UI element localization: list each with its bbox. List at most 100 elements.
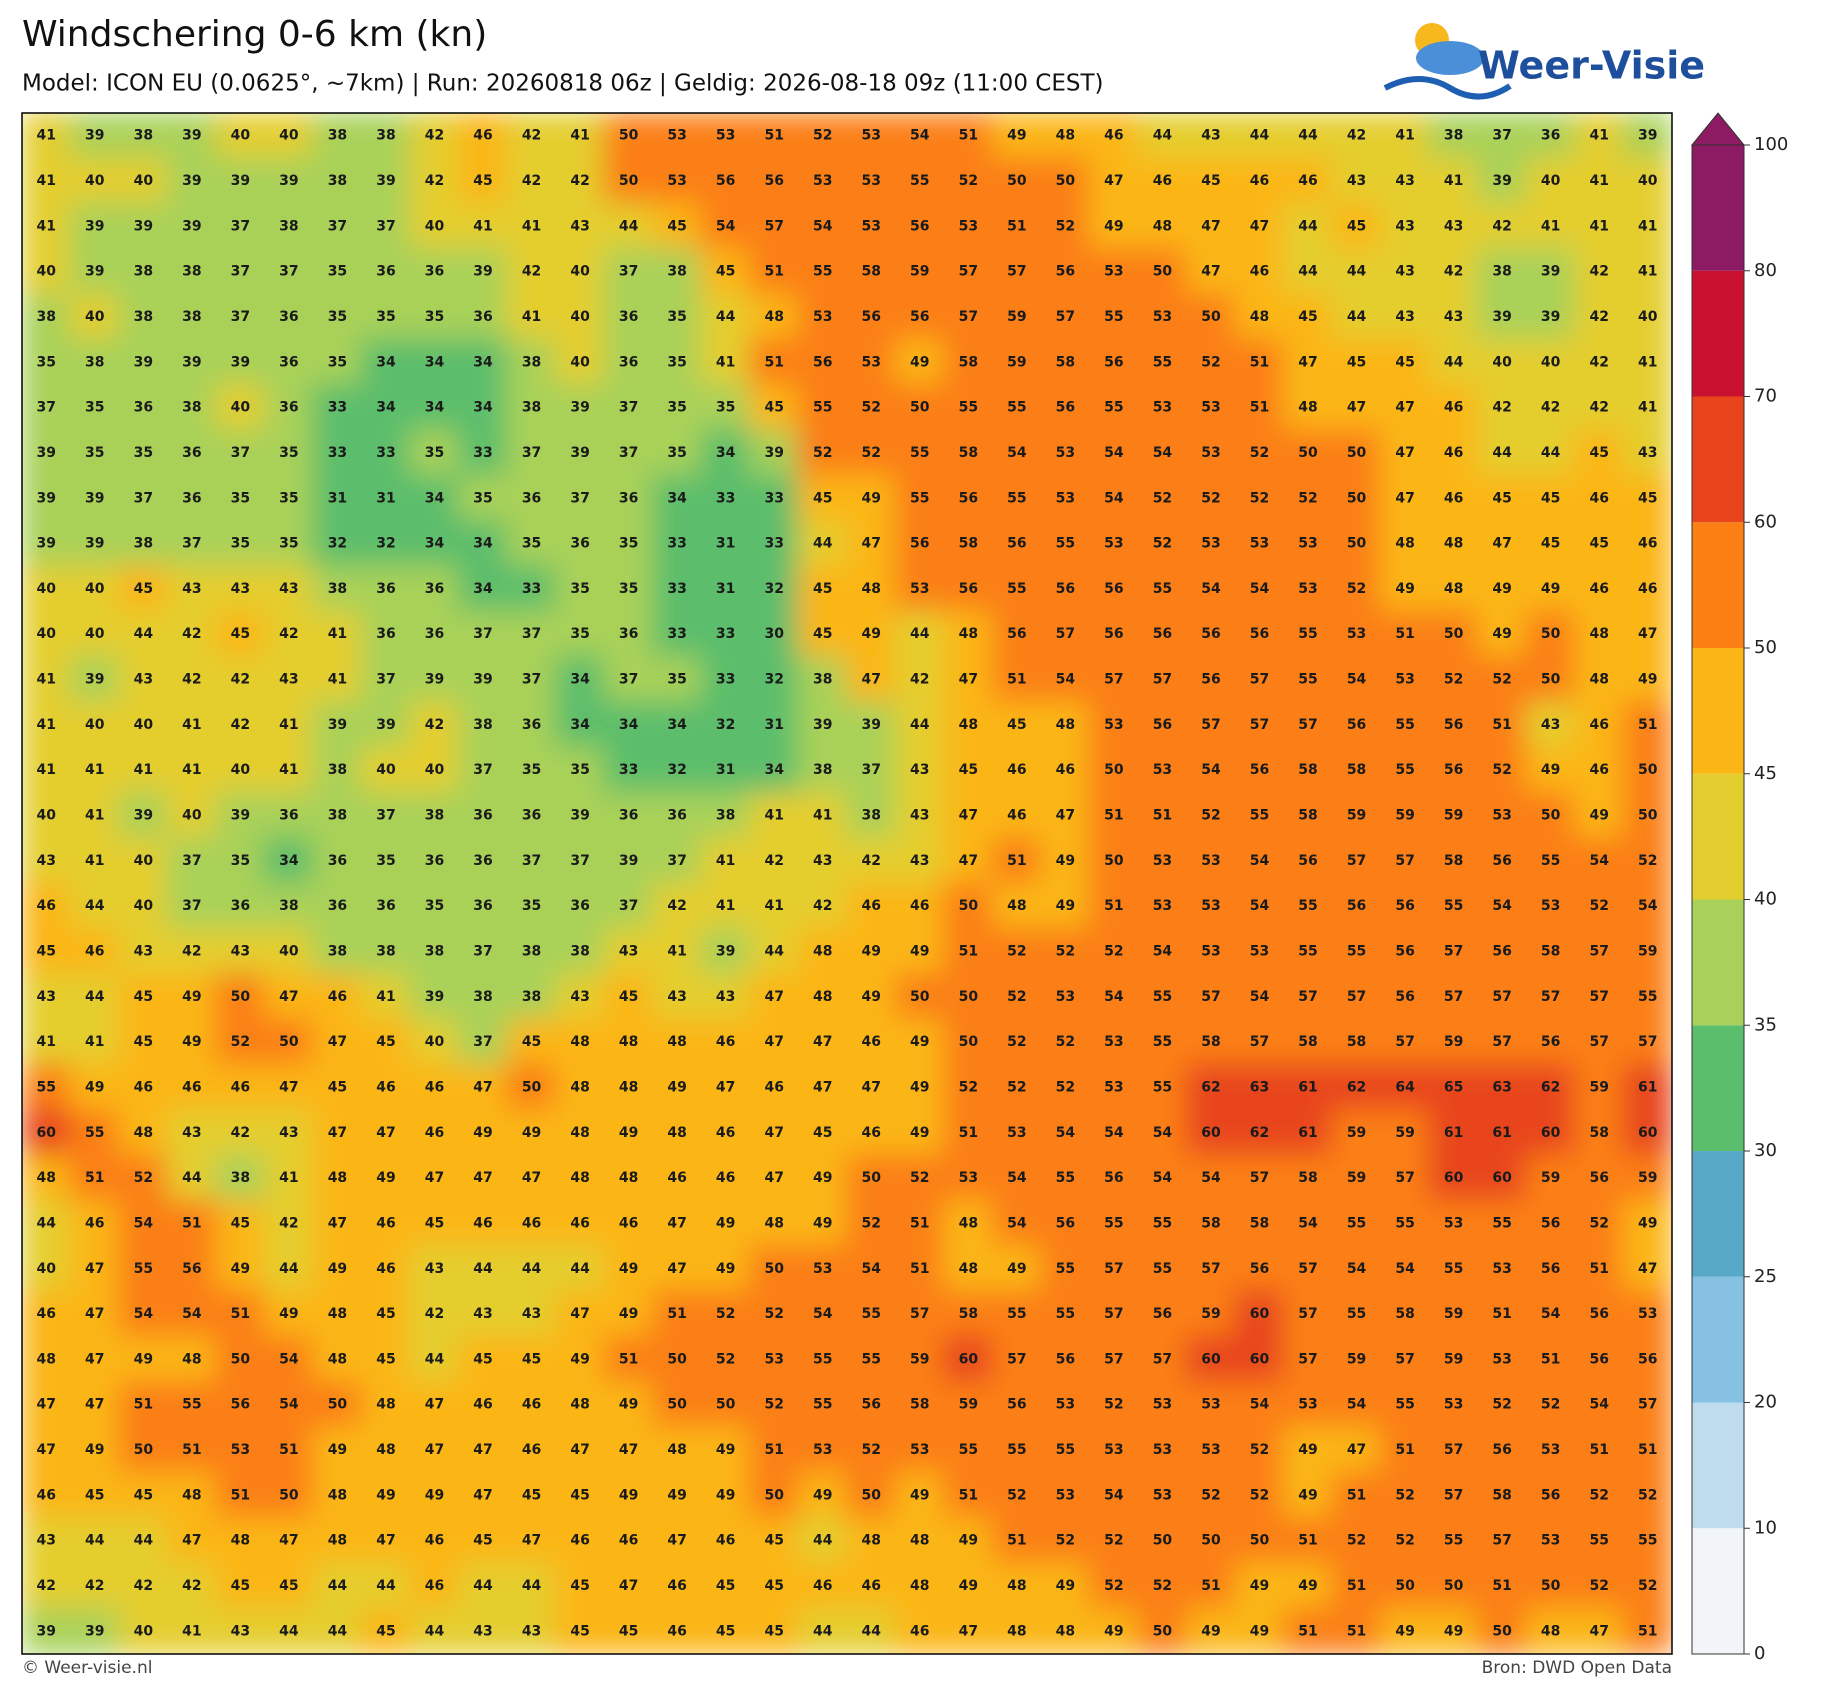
map-value: 48 xyxy=(764,309,783,325)
map-value: 49 xyxy=(910,1079,929,1095)
map-value: 56 xyxy=(764,173,783,189)
map-value: 45 xyxy=(619,989,638,1005)
map-cell xyxy=(360,247,412,296)
map-value: 57 xyxy=(1201,989,1220,1005)
map-value: 35 xyxy=(328,264,347,280)
map-cell xyxy=(603,338,654,386)
map-cell xyxy=(1573,927,1625,976)
map-value: 46 xyxy=(813,1578,832,1594)
map-cell xyxy=(312,1607,363,1654)
map-cell xyxy=(1428,338,1479,386)
map-value: 38 xyxy=(231,1170,250,1186)
map-cell xyxy=(651,429,703,477)
map-value: 51 xyxy=(182,1442,201,1458)
map-value: 40 xyxy=(134,717,154,733)
map-cell xyxy=(991,701,1043,749)
map-value: 47 xyxy=(862,672,881,688)
map-value: 55 xyxy=(1056,1261,1075,1277)
map-value: 53 xyxy=(1153,853,1172,869)
map-value: 51 xyxy=(1104,808,1123,824)
map-cell xyxy=(846,113,897,160)
map-cell xyxy=(1525,1199,1576,1248)
map-cell xyxy=(1040,1562,1091,1610)
map-cell xyxy=(215,113,266,160)
map-value: 52 xyxy=(1589,1487,1608,1503)
map-cell xyxy=(1476,1335,1528,1384)
map-cell xyxy=(118,247,169,296)
map-value: 33 xyxy=(328,445,347,461)
map-cell xyxy=(263,293,315,341)
map-cell xyxy=(1379,293,1431,341)
map-cell xyxy=(1573,1517,1625,1565)
map-value: 57 xyxy=(1395,853,1414,869)
map-cell xyxy=(991,1517,1043,1565)
map-cell xyxy=(846,1517,897,1565)
map-value: 52 xyxy=(862,1215,881,1231)
map-value: 40 xyxy=(37,264,57,280)
map-cell xyxy=(312,746,363,794)
map-cell xyxy=(603,837,654,885)
map-cell xyxy=(215,610,266,658)
map-value: 49 xyxy=(1056,1578,1075,1594)
map-cell xyxy=(700,293,751,341)
map-value: 57 xyxy=(1007,1351,1026,1367)
map-value: 52 xyxy=(1104,1397,1123,1413)
map-value: 57 xyxy=(1250,717,1269,733)
map-value: 42 xyxy=(425,717,444,733)
map-cell xyxy=(1331,293,1382,341)
map-value: 59 xyxy=(1638,1170,1657,1186)
map-cell xyxy=(603,157,654,205)
map-cell xyxy=(1573,746,1625,794)
map-value: 41 xyxy=(328,626,347,642)
map-value: 54 xyxy=(910,128,930,144)
map-value: 49 xyxy=(1298,1578,1317,1594)
map-value: 47 xyxy=(862,1079,881,1095)
map-value: 47 xyxy=(279,989,298,1005)
map-cell xyxy=(312,1426,363,1474)
map-cell xyxy=(1476,247,1528,296)
map-value: 49 xyxy=(910,1125,929,1141)
map-value: 57 xyxy=(1007,264,1026,280)
map-value: 46 xyxy=(473,1397,492,1413)
map-value: 34 xyxy=(619,717,639,733)
map-value: 54 xyxy=(1056,672,1076,688)
map-cell xyxy=(1234,1607,1285,1654)
map-cell xyxy=(991,1063,1043,1112)
map-value: 37 xyxy=(279,264,298,280)
map-cell xyxy=(1234,293,1285,341)
map-cell xyxy=(894,338,946,386)
map-value: 39 xyxy=(716,943,735,959)
map-cell xyxy=(312,1154,363,1202)
map-value: 35 xyxy=(473,490,492,506)
map-cell xyxy=(215,701,266,749)
map-cell xyxy=(166,1607,218,1654)
map-value: 46 xyxy=(667,1578,686,1594)
map-value: 35 xyxy=(376,853,395,869)
map-value: 37 xyxy=(231,445,250,461)
map-value: 37 xyxy=(570,853,589,869)
map-cell xyxy=(991,1018,1043,1066)
map-cell xyxy=(1476,746,1528,794)
map-cell xyxy=(506,157,557,205)
map-cell xyxy=(360,519,412,568)
map-cell xyxy=(1573,202,1625,250)
map-cell xyxy=(846,1335,897,1384)
map-value: 49 xyxy=(1589,808,1608,824)
map-value: 49 xyxy=(910,1487,929,1503)
map-value: 36 xyxy=(619,626,638,642)
map-value: 46 xyxy=(1589,762,1608,778)
map-cell xyxy=(846,247,897,296)
map-value: 48 xyxy=(619,1034,638,1050)
map-value: 57 xyxy=(1298,989,1317,1005)
map-value: 55 xyxy=(1104,400,1123,416)
map-cell xyxy=(360,1290,412,1338)
map-value: 45 xyxy=(134,989,153,1005)
map-cell xyxy=(554,1018,606,1066)
map-cell xyxy=(651,882,703,930)
map-cell xyxy=(312,791,363,840)
map-value: 50 xyxy=(1395,1578,1415,1594)
map-value: 56 xyxy=(1201,672,1220,688)
map-value: 49 xyxy=(85,1079,104,1095)
map-value: 48 xyxy=(667,1034,686,1050)
map-cell xyxy=(1525,746,1576,794)
